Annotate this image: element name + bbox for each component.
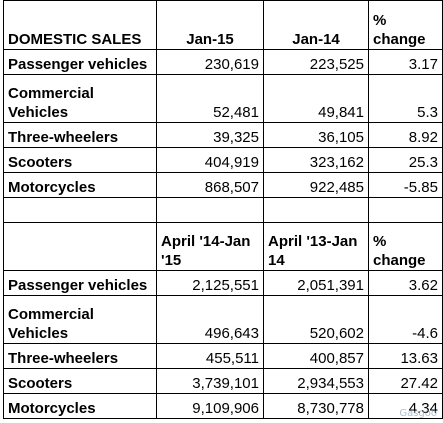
cell-value: 3.17 xyxy=(368,49,443,75)
header-apr14-jan15: April '14-Jan '15 xyxy=(156,222,264,271)
table-row: Motorcycles 9,109,906 8,730,778 4.34 xyxy=(3,393,443,419)
table-row: Three-wheelers 455,511 400,857 13.63 xyxy=(3,343,443,369)
table-title: DOMESTIC SALES xyxy=(3,0,157,50)
empty-cell xyxy=(156,197,264,223)
cell-value: 4.34 xyxy=(368,393,443,419)
cell-value: 3.62 xyxy=(368,270,443,296)
table-row: Scooters 404,919 323,162 25.3 xyxy=(3,147,443,173)
empty-cell xyxy=(368,197,443,223)
cell-value: 404,919 xyxy=(156,147,264,173)
header-pct-change: % change xyxy=(368,0,443,50)
cell-value: 3,739,101 xyxy=(156,368,264,394)
table-row: Commercial Vehicles 52,481 49,841 5.3 xyxy=(3,74,443,123)
empty-cell xyxy=(263,197,369,223)
cell-value: 5.3 xyxy=(368,74,443,123)
header-apr13-jan14: April '13-Jan 14 xyxy=(263,222,369,271)
cell-value: 13.63 xyxy=(368,343,443,369)
cell-value: 455,511 xyxy=(156,343,264,369)
cell-value: 36,105 xyxy=(263,122,369,148)
empty-cell xyxy=(3,197,157,223)
cell-value: 9,109,906 xyxy=(156,393,264,419)
cell-value: 400,857 xyxy=(263,343,369,369)
cell-value: -4.6 xyxy=(368,295,443,344)
table-row: Passenger vehicles 230,619 223,525 3.17 xyxy=(3,49,443,75)
cell-value: 496,643 xyxy=(156,295,264,344)
spacer-row xyxy=(3,197,443,223)
header-jan14: Jan-14 xyxy=(263,0,369,50)
header-row: April '14-Jan '15 April '13-Jan 14 % cha… xyxy=(3,222,443,271)
cell-value: 2,125,551 xyxy=(156,270,264,296)
header-jan15: Jan-15 xyxy=(156,0,264,50)
row-label: Passenger vehicles xyxy=(3,49,157,75)
cell-value: 49,841 xyxy=(263,74,369,123)
row-label: Commercial Vehicles xyxy=(3,74,157,123)
cell-value: 39,325 xyxy=(156,122,264,148)
table-row: Passenger vehicles 2,125,551 2,051,391 3… xyxy=(3,270,443,296)
row-label: Scooters xyxy=(3,147,157,173)
cell-value: 922,485 xyxy=(263,172,369,198)
cell-value: 223,525 xyxy=(263,49,369,75)
table-row: Scooters 3,739,101 2,934,553 27.42 xyxy=(3,368,443,394)
cell-value: 8,730,778 xyxy=(263,393,369,419)
table-row: Three-wheelers 39,325 36,105 8.92 xyxy=(3,122,443,148)
header-pct-change: % change xyxy=(368,222,443,271)
table-row: Commercial Vehicles 496,643 520,602 -4.6 xyxy=(3,295,443,344)
cell-value: 868,507 xyxy=(156,172,264,198)
cell-value: 25.3 xyxy=(368,147,443,173)
watermark-logo: Gasgoo xyxy=(399,408,437,419)
row-label: Scooters xyxy=(3,368,157,394)
cell-value: 2,051,391 xyxy=(263,270,369,296)
cell-value: 230,619 xyxy=(156,49,264,75)
row-label: Three-wheelers xyxy=(3,343,157,369)
cell-value: 52,481 xyxy=(156,74,264,123)
empty-cell xyxy=(3,222,157,271)
row-label: Commercial Vehicles xyxy=(3,295,157,344)
row-label: Passenger vehicles xyxy=(3,270,157,296)
cell-value: 8.92 xyxy=(368,122,443,148)
cell-value: 323,162 xyxy=(263,147,369,173)
cell-value: 2,934,553 xyxy=(263,368,369,394)
cell-value: 27.42 xyxy=(368,368,443,394)
row-label: Three-wheelers xyxy=(3,122,157,148)
row-label: Motorcycles xyxy=(3,393,157,419)
cell-value: 520,602 xyxy=(263,295,369,344)
header-row: DOMESTIC SALES Jan-15 Jan-14 % change xyxy=(3,0,443,50)
cell-value: -5.85 xyxy=(368,172,443,198)
table-row: Motorcycles 868,507 922,485 -5.85 xyxy=(3,172,443,198)
sales-table: DOMESTIC SALES Jan-15 Jan-14 % change Pa… xyxy=(3,0,443,419)
row-label: Motorcycles xyxy=(3,172,157,198)
